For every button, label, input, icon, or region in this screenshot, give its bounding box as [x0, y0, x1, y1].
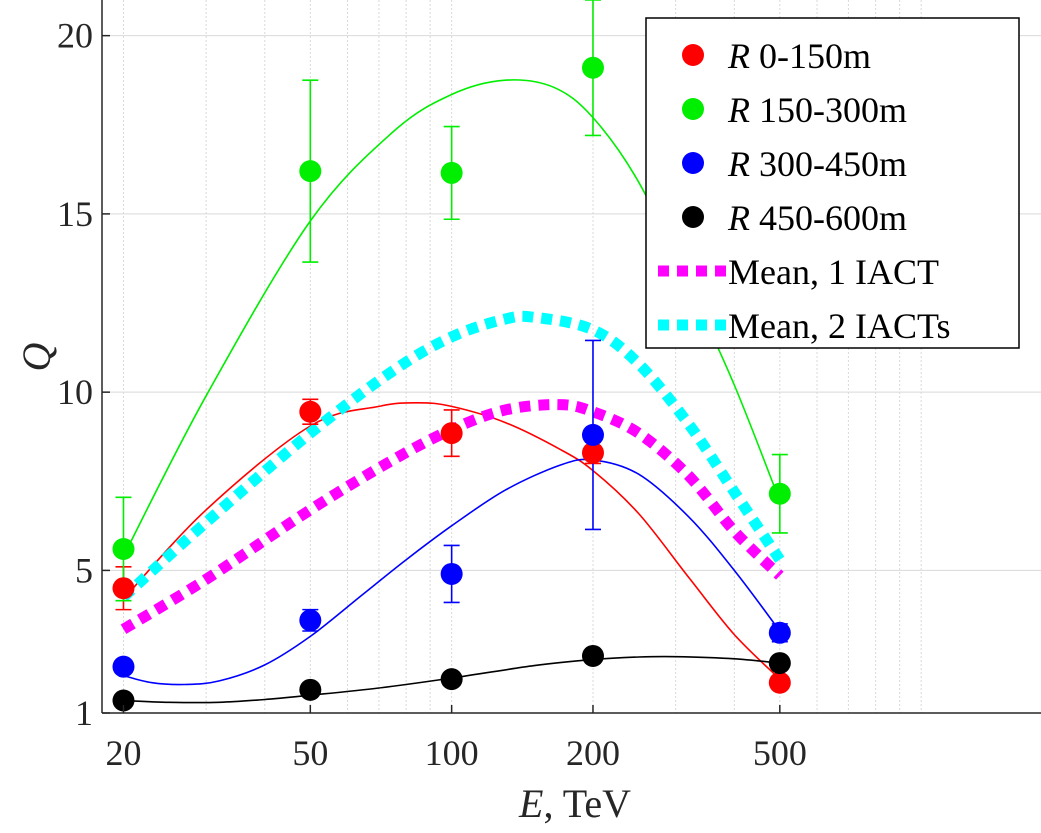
legend-marker [682, 98, 704, 120]
y-tick-label: 15 [57, 194, 93, 234]
fit-curve [120, 399, 784, 634]
legend-marker [682, 152, 704, 174]
x-tick-label: 500 [753, 733, 807, 773]
data-point [581, 441, 604, 464]
y-tick-label: 5 [75, 550, 93, 590]
y-tick-label: 20 [57, 16, 93, 56]
data-point [581, 644, 604, 667]
data-point [440, 562, 463, 585]
data-point [440, 668, 463, 691]
data-point [299, 160, 322, 183]
axes [101, 0, 1041, 714]
data-point [112, 577, 135, 600]
legend-item: Mean, 1 IACT [658, 252, 939, 292]
legend-marker [682, 44, 704, 66]
y-axis-label: Q [14, 342, 59, 371]
x-tick-label: 20 [105, 733, 141, 773]
data-point [581, 56, 604, 79]
legend-marker [682, 206, 704, 228]
legend-item: R 150-300m [682, 90, 907, 130]
y-tick-label: 10 [57, 372, 93, 412]
y-tick-label: 1 [75, 693, 93, 733]
x-tick-label: 100 [425, 733, 479, 773]
fit-curve [119, 310, 785, 602]
fit-curve [123, 458, 781, 686]
data-point [768, 652, 791, 675]
legend-label: R 450-600m [727, 198, 907, 238]
data-point [112, 538, 135, 561]
data-points [112, 56, 791, 712]
legend-label: R 150-300m [727, 90, 907, 130]
legend-box [645, 17, 1020, 349]
data-point [112, 655, 135, 678]
data-point [112, 689, 135, 712]
data-point [768, 482, 791, 505]
x-axis-unit: , TeV [543, 781, 631, 826]
legend-item: R 0-150m [682, 36, 871, 76]
legend-item: R 300-450m [682, 144, 907, 184]
data-point [299, 400, 322, 423]
data-point [440, 161, 463, 184]
data-point [440, 422, 463, 445]
x-axis-label: E, TeV [518, 781, 631, 826]
legend-item: R 450-600m [682, 198, 907, 238]
x-axis-variable: E [518, 781, 543, 826]
legend-label: R 0-150m [727, 36, 871, 76]
x-tick-label: 200 [566, 733, 620, 773]
data-point [581, 423, 604, 446]
data-point [768, 621, 791, 644]
legend-label: Mean, 1 IACT [728, 252, 939, 292]
x-tick-label: 50 [292, 733, 328, 773]
data-point [299, 678, 322, 701]
legend-label: R 300-450m [727, 144, 907, 184]
data-point [299, 609, 322, 632]
legend: R 0-150m R 150-300m R 300-450m R 450-600m Me… [645, 17, 1020, 349]
data-point [768, 671, 791, 694]
legend-label: Mean, 2 IACTs [728, 306, 950, 346]
legend-item: Mean, 2 IACTs [658, 306, 950, 346]
